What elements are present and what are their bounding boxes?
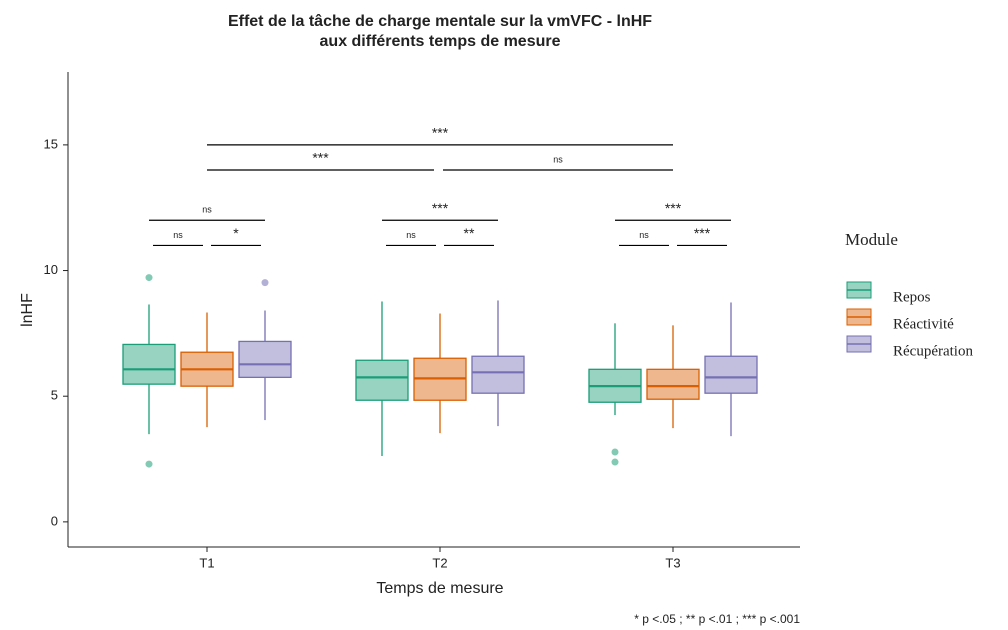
significance-label: *** <box>694 225 711 241</box>
outlier <box>145 460 153 468</box>
y-axis-label: lnHF <box>19 293 36 327</box>
legend-label: Réactivité <box>893 316 954 332</box>
legend-label: Repos <box>893 289 931 305</box>
x-tick-label: T2 <box>432 555 447 570</box>
significance-label: ns <box>173 230 183 240</box>
outlier <box>145 274 153 282</box>
significance-label: ns <box>406 230 416 240</box>
chart-title: Effet de la tâche de charge mentale sur … <box>228 13 652 30</box>
box <box>238 340 292 379</box>
x-tick-label: T3 <box>665 555 680 570</box>
legend-label: Récupération <box>893 343 973 359</box>
significance-label: *** <box>665 200 682 216</box>
significance-label: ns <box>639 230 649 240</box>
y-tick-label: 5 <box>51 388 58 403</box>
significance-label: * <box>233 225 239 241</box>
y-tick-label: 10 <box>44 262 58 277</box>
caption: * p <.05 ; ** p <.01 ; *** p <.001 <box>634 612 800 626</box>
significance-label: *** <box>432 125 449 141</box>
y-tick-label: 0 <box>51 513 58 528</box>
outlier <box>611 448 619 456</box>
y-tick-label: 15 <box>44 136 58 151</box>
legend-title: Module <box>845 230 898 249</box>
x-tick-label: T1 <box>199 555 214 570</box>
box <box>355 359 409 401</box>
chart-title: aux différents temps de mesure <box>320 33 561 50</box>
box <box>122 343 176 385</box>
box <box>471 355 525 394</box>
x-axis-label: Temps de mesure <box>376 580 503 597</box>
outlier <box>261 279 269 287</box>
significance-label: ** <box>464 225 475 241</box>
box <box>646 368 700 400</box>
significance-label: *** <box>432 200 449 216</box>
significance-label: ns <box>202 205 212 215</box>
outlier <box>611 458 619 466</box>
box <box>704 355 758 394</box>
significance-label: *** <box>312 150 329 166</box>
significance-label: ns <box>553 154 563 164</box>
